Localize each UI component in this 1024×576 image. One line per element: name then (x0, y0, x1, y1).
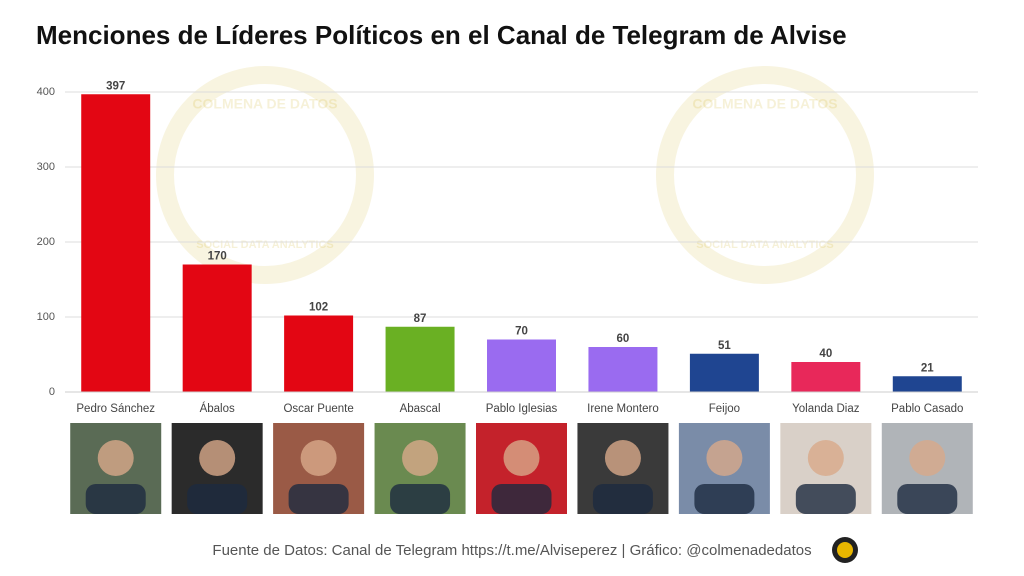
footer: Fuente de Datos: Canal de Telegram https… (212, 542, 811, 559)
x-tick-label: Oscar Puente (283, 403, 353, 415)
photo-body (795, 484, 856, 514)
x-tick-label: Ábalos (200, 402, 235, 415)
photo-body (491, 484, 552, 514)
photo-body (694, 484, 755, 514)
value-label: 51 (718, 340, 731, 352)
photo-head (503, 440, 540, 476)
value-label: 397 (106, 80, 125, 92)
watermark-text: SOCIAL DATA ANALYTICS (196, 239, 334, 251)
photo-head (706, 440, 743, 476)
watermark-text: COLMENA DE DATOS (192, 96, 337, 112)
value-label: 170 (208, 251, 227, 263)
photo-head (97, 440, 134, 476)
watermarks (156, 66, 874, 284)
y-tick-label: 100 (37, 311, 55, 323)
value-label: 70 (515, 326, 528, 338)
bar (689, 353, 759, 392)
photo-head (604, 440, 641, 476)
photo-head (199, 440, 236, 476)
x-tick-label: Irene Montero (587, 403, 659, 415)
value-label: 60 (617, 333, 630, 345)
bar (487, 339, 556, 392)
x-tick-label: Pablo Iglesias (486, 403, 558, 415)
value-label: 87 (414, 313, 427, 325)
photo-body (592, 484, 653, 514)
x-tick-label: Pedro Sánchez (76, 403, 155, 415)
chart-title: Menciones de Líderes Políticos en el Can… (36, 20, 847, 50)
y-tick-label: 400 (37, 86, 55, 98)
photo-body (85, 484, 146, 514)
photo-body (390, 484, 451, 514)
logo-inner (837, 542, 853, 558)
y-tick-label: 200 (37, 236, 55, 248)
photo-body (187, 484, 248, 514)
logo (832, 537, 858, 563)
photo-head (300, 440, 337, 476)
y-tick-label: 0 (49, 386, 55, 398)
bar (892, 376, 962, 392)
value-label: 21 (921, 362, 934, 374)
value-label: 40 (819, 348, 832, 360)
watermark-text: COLMENA DE DATOS (692, 96, 837, 112)
watermark-ring (156, 66, 374, 284)
bar (791, 362, 861, 392)
bar (182, 264, 252, 392)
value-label: 102 (309, 302, 328, 314)
bar (284, 315, 354, 392)
x-tick-label: Pablo Casado (891, 403, 963, 415)
x-tick-label: Feijoo (709, 403, 740, 415)
photo-head (402, 440, 439, 476)
x-tick-label: Yolanda Diaz (792, 403, 860, 415)
photo-body (897, 484, 958, 514)
photo-body (288, 484, 349, 514)
y-tick-label: 300 (37, 161, 55, 173)
x-tick-label: Abascal (400, 403, 441, 415)
photo-head (909, 440, 946, 476)
bar (588, 347, 658, 392)
bar (81, 94, 151, 392)
bar (385, 326, 455, 392)
watermark-text: SOCIAL DATA ANALYTICS (696, 239, 834, 251)
watermark-ring (656, 66, 874, 284)
photo-head (807, 440, 844, 476)
